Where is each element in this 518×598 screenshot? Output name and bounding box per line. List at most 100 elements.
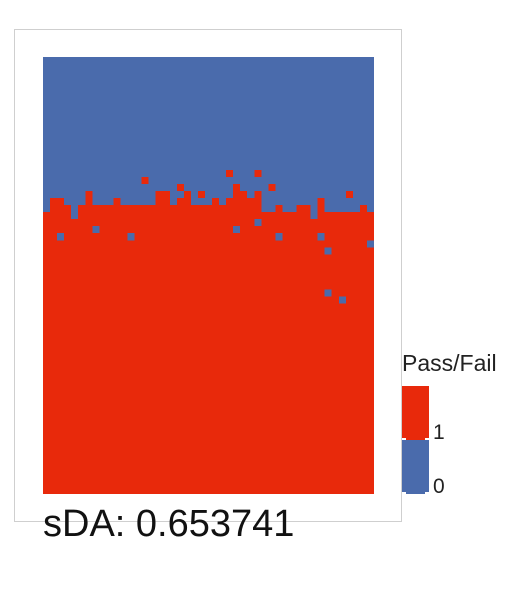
heatmap-cell bbox=[317, 310, 326, 319]
heatmap-cell bbox=[219, 282, 227, 291]
heatmap-cell bbox=[78, 205, 86, 213]
heatmap-cell bbox=[120, 317, 129, 326]
heatmap-cell bbox=[92, 338, 100, 347]
heatmap-cell bbox=[127, 458, 136, 467]
heatmap-cell bbox=[127, 303, 136, 312]
heatmap-cell bbox=[148, 64, 157, 72]
heatmap-cell bbox=[92, 402, 100, 411]
heatmap-cell bbox=[113, 141, 122, 150]
heatmap-cell bbox=[254, 423, 262, 432]
heatmap-cell bbox=[226, 345, 234, 354]
heatmap-cell bbox=[275, 183, 284, 192]
heatmap-cell bbox=[148, 71, 157, 79]
heatmap-cell bbox=[92, 416, 100, 425]
heatmap-cell bbox=[296, 472, 305, 481]
heatmap-cell bbox=[331, 381, 340, 389]
heatmap-cell bbox=[254, 226, 262, 234]
heatmap-cell bbox=[204, 190, 213, 199]
heatmap-cell bbox=[127, 148, 136, 157]
heatmap-cell bbox=[296, 127, 305, 136]
heatmap-cell bbox=[169, 183, 178, 192]
heatmap-cell bbox=[204, 402, 213, 411]
heatmap-cell bbox=[219, 148, 227, 157]
heatmap-cell bbox=[169, 416, 178, 425]
heatmap-cell bbox=[120, 345, 129, 354]
heatmap-cell bbox=[317, 120, 326, 129]
heatmap-cell bbox=[282, 317, 291, 326]
heatmap-cell bbox=[226, 331, 234, 340]
heatmap-cell bbox=[219, 190, 227, 199]
heatmap-cell bbox=[359, 402, 368, 411]
legend-colorbar bbox=[402, 386, 429, 494]
heatmap-cell bbox=[310, 331, 319, 340]
heatmap-cell bbox=[366, 324, 374, 333]
heatmap-cell bbox=[324, 310, 333, 319]
heatmap-cell bbox=[190, 395, 199, 403]
heatmap-cell bbox=[219, 479, 227, 488]
heatmap-cell bbox=[240, 388, 248, 396]
heatmap-cell bbox=[127, 423, 136, 432]
legend-swatch-fail bbox=[402, 440, 429, 494]
heatmap-cell bbox=[233, 212, 241, 220]
heatmap-cell bbox=[183, 106, 192, 114]
heatmap-cell bbox=[92, 430, 100, 439]
heatmap-cell bbox=[127, 113, 136, 122]
heatmap-cell bbox=[64, 261, 72, 270]
heatmap-cell bbox=[247, 169, 255, 178]
heatmap-cell bbox=[127, 486, 136, 494]
heatmap-cell bbox=[169, 240, 178, 248]
heatmap-cell bbox=[176, 458, 185, 467]
heatmap-cell bbox=[141, 71, 150, 79]
heatmap-cell bbox=[366, 409, 374, 418]
heatmap-cell bbox=[106, 479, 115, 488]
heatmap-cell bbox=[99, 169, 107, 178]
heatmap-cell bbox=[113, 219, 122, 227]
heatmap-cell bbox=[303, 240, 312, 248]
heatmap-cell bbox=[78, 317, 86, 326]
heatmap-cell bbox=[247, 85, 255, 93]
heatmap-cell bbox=[233, 155, 241, 164]
heatmap-cell bbox=[162, 345, 171, 354]
heatmap-cell bbox=[141, 402, 150, 411]
heatmap-cell bbox=[162, 226, 171, 234]
heatmap-cell bbox=[162, 388, 171, 396]
heatmap-cell bbox=[148, 381, 157, 389]
heatmap-cell bbox=[78, 402, 86, 411]
heatmap-cell bbox=[134, 134, 143, 143]
heatmap-cell bbox=[254, 155, 262, 164]
heatmap-cell bbox=[212, 247, 220, 255]
heatmap-cell bbox=[366, 240, 374, 248]
heatmap-cell bbox=[219, 155, 227, 164]
heatmap-cell bbox=[303, 85, 312, 93]
heatmap-cell bbox=[317, 317, 326, 326]
heatmap-cell bbox=[183, 275, 192, 284]
heatmap-cell bbox=[254, 388, 262, 396]
heatmap-cell bbox=[338, 219, 347, 227]
heatmap-cell bbox=[78, 240, 86, 248]
heatmap-cell bbox=[331, 219, 340, 227]
heatmap-cell bbox=[247, 176, 255, 185]
heatmap-cell bbox=[190, 134, 199, 143]
heatmap-cell bbox=[247, 127, 255, 136]
heatmap-cell bbox=[78, 303, 86, 312]
heatmap-cell bbox=[155, 360, 164, 368]
heatmap-cell bbox=[141, 233, 150, 241]
heatmap-cell bbox=[71, 465, 79, 474]
heatmap-cell bbox=[275, 205, 284, 213]
heatmap-cell bbox=[296, 205, 305, 213]
heatmap-cell bbox=[204, 205, 213, 213]
heatmap-cell bbox=[64, 155, 72, 164]
heatmap-cell bbox=[190, 437, 199, 446]
heatmap-cell bbox=[113, 176, 122, 185]
heatmap-cell bbox=[120, 353, 129, 361]
heatmap-cell bbox=[43, 367, 51, 375]
heatmap-cell bbox=[85, 303, 93, 312]
heatmap-cell bbox=[317, 85, 326, 93]
heatmap-cell bbox=[176, 226, 185, 234]
heatmap-cell bbox=[92, 353, 100, 361]
heatmap-cell bbox=[155, 331, 164, 340]
heatmap-cell bbox=[261, 374, 269, 382]
heatmap-cell bbox=[155, 423, 164, 432]
heatmap-cell bbox=[106, 451, 115, 460]
heatmap-cell bbox=[64, 345, 72, 354]
